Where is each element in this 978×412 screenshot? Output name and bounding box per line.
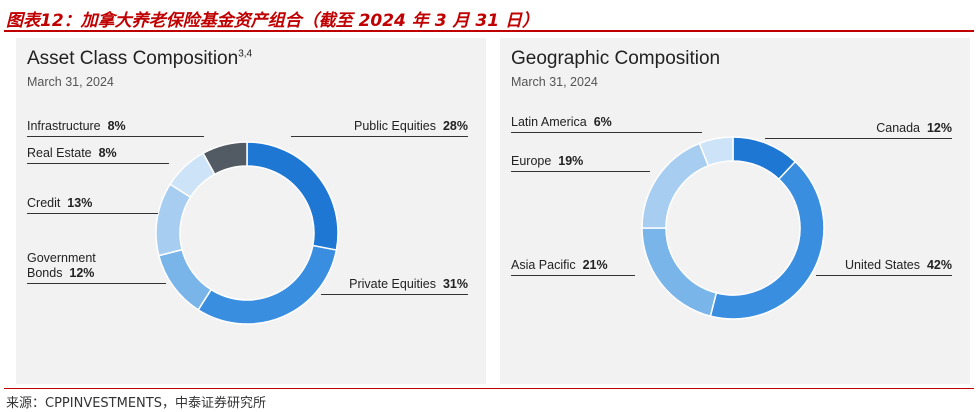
slice-public-equities	[246, 141, 339, 251]
slice-value: 8%	[107, 119, 126, 133]
leader-line-canada	[765, 138, 952, 139]
slice-label-text: Real Estate	[27, 146, 92, 160]
slice-label-europe: Europe 19%	[511, 154, 583, 169]
slice-infrastructure	[202, 141, 248, 176]
slice-label-private-equities: Private Equities 31%	[349, 277, 468, 292]
geographic-date: March 31, 2024	[511, 75, 598, 89]
leader-line-real-estate	[27, 163, 169, 164]
slice-value: 13%	[67, 196, 93, 210]
leader-line-infrastructure	[27, 136, 204, 137]
slice-united-states	[709, 160, 825, 320]
slice-value: 21%	[582, 258, 608, 272]
title-rule	[4, 30, 974, 32]
slice-label-text: Asia Pacific	[511, 258, 576, 272]
slice-value: 12%	[926, 121, 952, 135]
geographic-panel: Geographic Composition March 31, 2024 Ca…	[500, 38, 970, 384]
slice-asia-pacific	[641, 227, 718, 318]
slice-label-text: Public Equities	[354, 119, 437, 133]
slice-label-text: United States	[844, 258, 921, 272]
leader-line-private-equities	[321, 294, 468, 295]
leader-line-credit	[27, 213, 158, 214]
source-note: 来源：CPPINVESTMENTS，中泰证券研究所	[6, 396, 266, 411]
leader-line-latin-america	[511, 132, 702, 133]
slice-label-canada: Canada 12%	[876, 121, 952, 136]
source-rule	[4, 388, 974, 389]
slice-value: 31%	[442, 277, 468, 291]
slice-latin-america	[698, 136, 734, 167]
slice-credit	[155, 183, 192, 257]
leader-line-asia-pacific	[511, 275, 635, 276]
slice-value: 19%	[558, 154, 584, 168]
slice-label-text: Europe	[511, 154, 552, 168]
figure-title: 图表12：加拿大养老保险基金资产组合（截至 2024 年 3 月 31 日）	[6, 11, 539, 31]
slice-label-text: Private Equities	[349, 277, 437, 291]
slice-private-equities	[197, 244, 338, 325]
slice-value: 42%	[926, 258, 952, 272]
slice-value: 8%	[98, 146, 117, 160]
slice-label-asia-pacific: Asia Pacific 21%	[511, 258, 608, 273]
geographic-donut	[641, 136, 825, 320]
slice-value: 6%	[593, 115, 612, 129]
slice-label-text: Latin America	[511, 115, 587, 129]
slice-label-infrastructure: Infrastructure 8%	[27, 119, 126, 134]
slice-government-bonds	[157, 248, 213, 311]
slice-label-latin-america: Latin America 6%	[511, 115, 612, 130]
slice-label-credit: Credit 13%	[27, 196, 92, 211]
slice-value: 12%	[69, 266, 95, 280]
slice-label-text: Infrastructure	[27, 119, 101, 133]
leader-line-government-bonds	[27, 283, 166, 284]
leader-line-europe	[511, 171, 650, 172]
asset-class-title-text: Asset Class Composition	[27, 48, 239, 69]
slice-label-text: Credit	[27, 196, 61, 210]
asset-class-donut	[155, 141, 339, 325]
asset-class-title-superscript: 3,4	[238, 48, 253, 60]
asset-class-panel: Asset Class Composition3,4 March 31, 202…	[16, 38, 486, 384]
slice-label-text: Government	[27, 251, 96, 265]
slice-label-united-states: United States 42%	[845, 258, 952, 273]
slice-label-government-bonds: Government Bonds 12%	[27, 251, 96, 281]
asset-class-title: Asset Class Composition3,4	[27, 48, 252, 70]
asset-class-date: March 31, 2024	[27, 75, 114, 89]
slice-label-text: Bonds	[27, 266, 63, 280]
slice-label-real-estate: Real Estate 8%	[27, 146, 117, 161]
slice-value: 28%	[442, 119, 468, 133]
slice-europe	[641, 142, 710, 229]
slice-label-text: Canada	[876, 121, 921, 135]
geographic-title: Geographic Composition	[511, 48, 721, 69]
leader-line-united-states	[816, 275, 952, 276]
slice-label-public-equities: Public Equities 28%	[354, 119, 468, 134]
leader-line-public-equities	[291, 136, 468, 137]
